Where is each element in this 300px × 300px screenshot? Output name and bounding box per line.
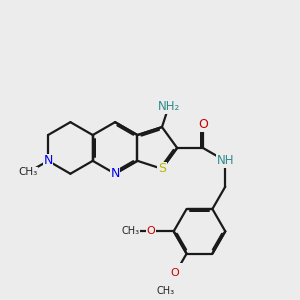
- Text: O: O: [171, 268, 180, 278]
- Text: NH₂: NH₂: [158, 100, 180, 113]
- Text: CH₃: CH₃: [156, 286, 174, 296]
- Text: S: S: [158, 162, 166, 175]
- Text: O: O: [198, 118, 208, 131]
- Text: NH: NH: [217, 154, 234, 167]
- Text: CH₃: CH₃: [122, 226, 140, 236]
- Text: O: O: [147, 226, 155, 236]
- Text: CH₃: CH₃: [18, 167, 38, 178]
- Text: N: N: [44, 154, 53, 167]
- Text: N: N: [110, 167, 120, 180]
